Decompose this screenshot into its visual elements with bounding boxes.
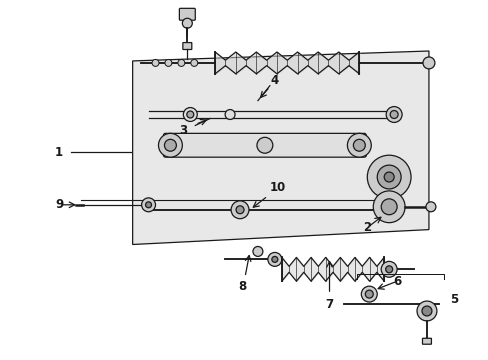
FancyBboxPatch shape [183, 42, 191, 50]
Circle shape [271, 256, 277, 262]
Circle shape [421, 306, 431, 316]
Text: 8: 8 [237, 280, 245, 293]
Circle shape [190, 59, 197, 66]
FancyBboxPatch shape [163, 133, 366, 157]
Circle shape [236, 206, 244, 214]
Text: 10: 10 [269, 181, 285, 194]
Circle shape [385, 266, 392, 273]
Circle shape [346, 133, 370, 157]
Circle shape [353, 139, 365, 151]
Circle shape [381, 261, 396, 277]
Circle shape [183, 108, 197, 121]
Text: 1: 1 [55, 146, 63, 159]
Circle shape [164, 59, 172, 66]
Circle shape [164, 139, 176, 151]
Text: 4: 4 [270, 74, 278, 87]
Text: 3: 3 [179, 124, 187, 137]
Circle shape [422, 57, 434, 69]
Circle shape [142, 198, 155, 212]
Circle shape [389, 111, 397, 118]
Circle shape [224, 109, 235, 120]
Circle shape [384, 172, 393, 182]
Circle shape [366, 155, 410, 199]
Text: 6: 6 [392, 275, 401, 288]
Text: 7: 7 [325, 297, 333, 311]
Circle shape [376, 165, 400, 189]
Circle shape [186, 111, 193, 118]
Text: 2: 2 [363, 221, 370, 234]
Circle shape [252, 247, 263, 256]
Circle shape [145, 202, 151, 208]
Circle shape [256, 137, 272, 153]
Text: 5: 5 [449, 293, 457, 306]
Circle shape [372, 191, 404, 223]
Polygon shape [132, 51, 428, 244]
Text: 9: 9 [55, 198, 63, 211]
Circle shape [267, 252, 281, 266]
FancyBboxPatch shape [422, 338, 430, 344]
Circle shape [178, 59, 184, 66]
Circle shape [381, 199, 396, 215]
Circle shape [365, 290, 372, 298]
Circle shape [361, 286, 376, 302]
Circle shape [386, 107, 401, 122]
Circle shape [152, 59, 159, 66]
FancyBboxPatch shape [179, 8, 195, 20]
Circle shape [425, 202, 435, 212]
Circle shape [416, 301, 436, 321]
Circle shape [158, 133, 182, 157]
Circle shape [231, 201, 248, 219]
Circle shape [182, 18, 192, 28]
